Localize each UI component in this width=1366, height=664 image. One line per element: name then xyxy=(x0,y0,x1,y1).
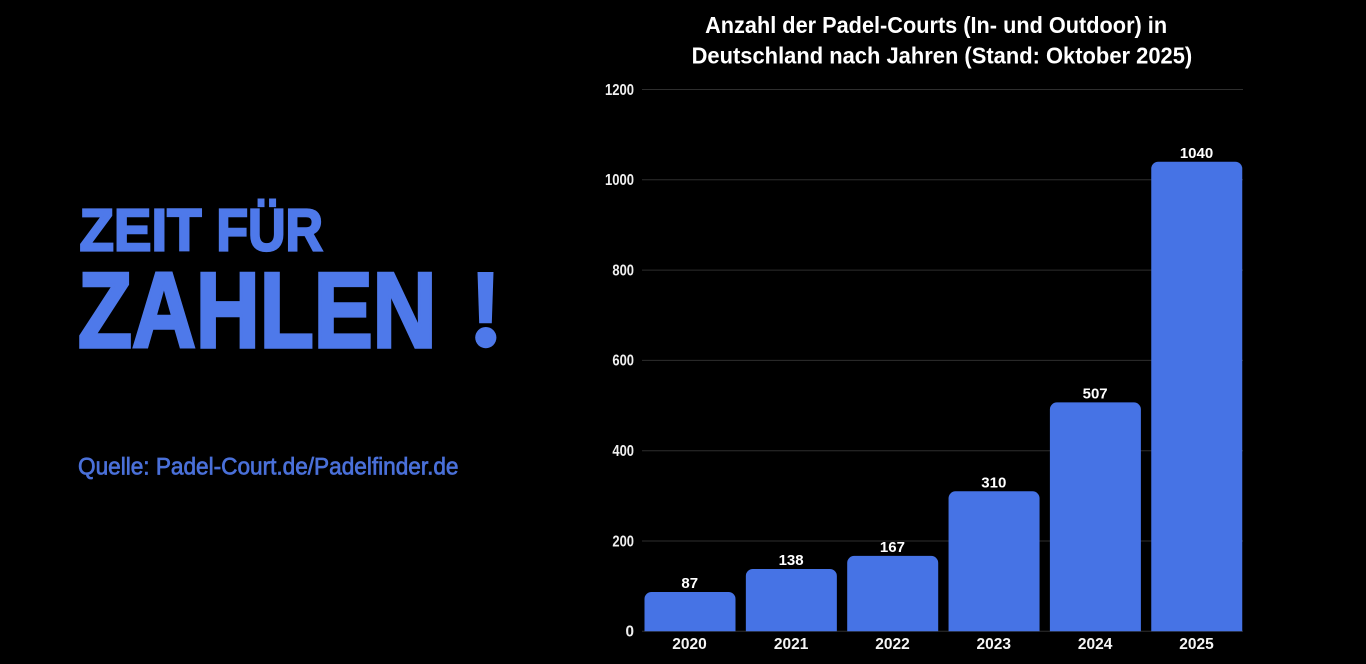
svg-text:167: 167 xyxy=(880,539,905,556)
svg-text:2025: 2025 xyxy=(1179,636,1214,653)
svg-text:138: 138 xyxy=(779,552,804,569)
svg-text:2022: 2022 xyxy=(875,636,910,653)
svg-text:Deutschland nach Jahren (Stand: Deutschland nach Jahren (Stand: Oktober … xyxy=(692,43,1193,69)
svg-text:ZEIT: ZEIT xyxy=(80,198,202,264)
svg-text:2020: 2020 xyxy=(672,636,707,653)
svg-text:2024: 2024 xyxy=(1078,636,1113,653)
svg-text:0: 0 xyxy=(626,624,635,641)
svg-text:FÜR: FÜR xyxy=(216,198,323,264)
svg-text:310: 310 xyxy=(981,474,1006,491)
svg-text:Quelle: Padel-Court.de/Padelfi: Quelle: Padel-Court.de/Padelfinder.de xyxy=(78,454,459,481)
svg-text:800: 800 xyxy=(612,262,634,279)
svg-text:1040: 1040 xyxy=(1180,145,1213,162)
svg-text:1000: 1000 xyxy=(605,172,634,189)
svg-text:2023: 2023 xyxy=(977,636,1012,653)
svg-text:87: 87 xyxy=(681,575,698,592)
svg-text:507: 507 xyxy=(1083,385,1108,402)
svg-text:1200: 1200 xyxy=(605,82,634,99)
svg-text:400: 400 xyxy=(612,443,634,460)
svg-text:200: 200 xyxy=(612,533,634,550)
svg-text:600: 600 xyxy=(612,353,634,370)
svg-text:ZAHLEN: ZAHLEN xyxy=(78,250,437,370)
svg-text:2021: 2021 xyxy=(774,636,809,653)
svg-text:Anzahl der Padel-Courts (In- u: Anzahl der Padel-Courts (In- und Outdoor… xyxy=(705,12,1167,38)
